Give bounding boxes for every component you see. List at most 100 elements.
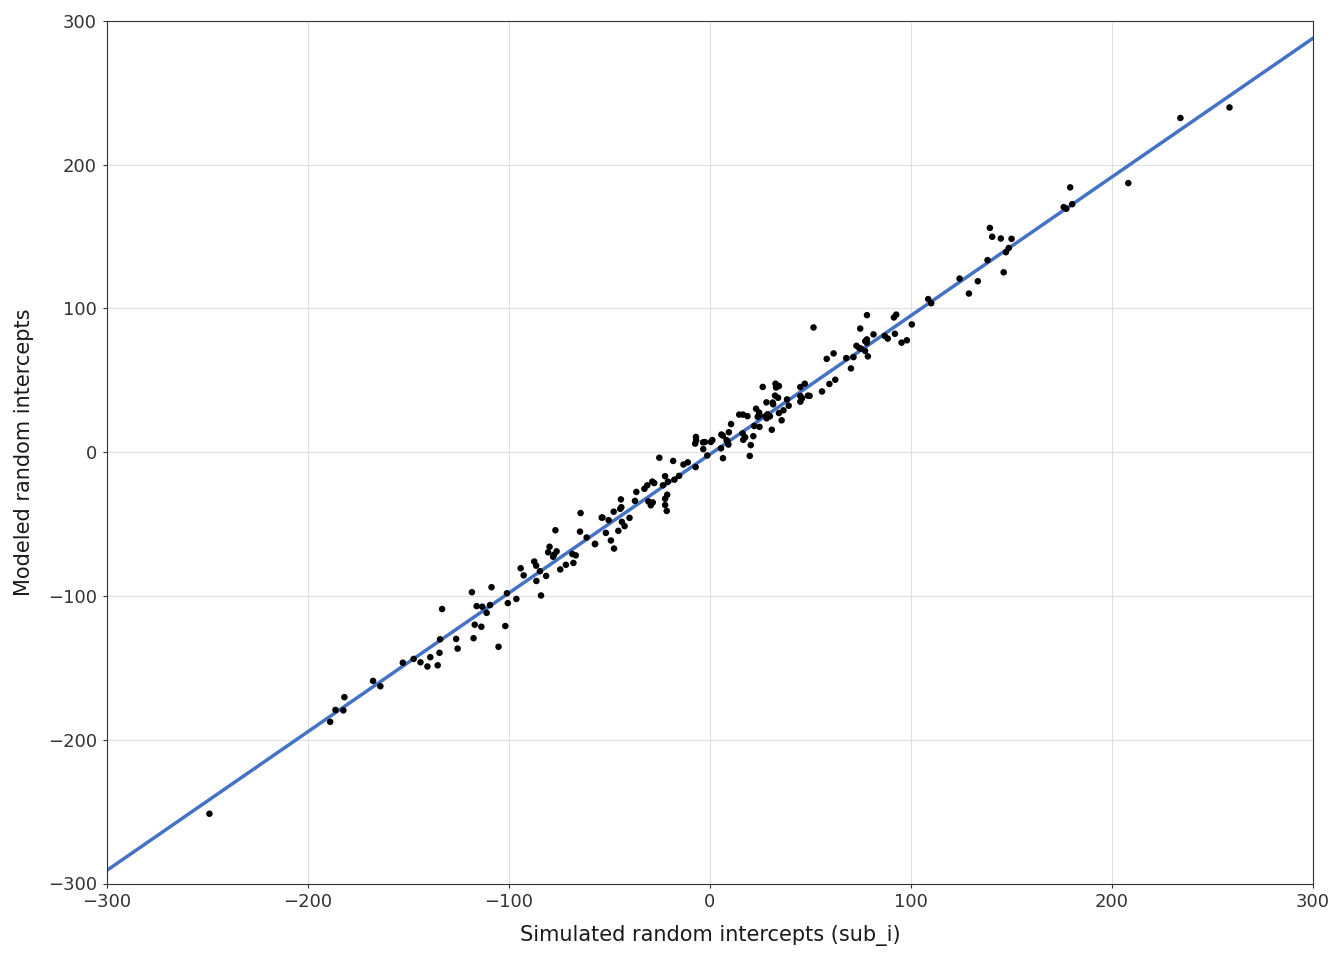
Point xyxy=(466,598,488,613)
Point xyxy=(526,573,547,588)
Point xyxy=(790,389,812,404)
Point xyxy=(995,245,1016,260)
Point xyxy=(958,286,980,301)
Point xyxy=(480,597,501,612)
Point xyxy=(419,650,441,665)
Point xyxy=(199,806,220,822)
Point xyxy=(403,651,425,666)
Point xyxy=(550,562,571,577)
Point xyxy=(824,372,845,388)
Point xyxy=(759,409,781,424)
Point xyxy=(746,401,767,417)
Point xyxy=(857,348,879,364)
Point xyxy=(856,335,878,350)
Point xyxy=(794,376,816,392)
Point xyxy=(649,450,671,466)
Point xyxy=(771,413,793,428)
Point xyxy=(1219,100,1241,115)
Point xyxy=(470,619,492,635)
Point xyxy=(769,405,790,420)
Point xyxy=(612,515,633,530)
Point xyxy=(692,442,714,457)
Point xyxy=(668,468,689,484)
Point xyxy=(949,271,970,286)
Point xyxy=(856,332,878,348)
Point xyxy=(720,417,742,432)
Point xyxy=(601,533,622,548)
Point xyxy=(417,659,438,674)
Point xyxy=(570,524,591,540)
Point xyxy=(694,434,715,449)
Point xyxy=(445,632,466,647)
Point xyxy=(618,510,640,525)
Point xyxy=(765,388,786,403)
Point xyxy=(900,317,922,332)
Point xyxy=(749,405,770,420)
Y-axis label: Modeled random intercepts: Modeled random intercepts xyxy=(13,308,34,596)
Point xyxy=(513,567,535,583)
Point xyxy=(743,419,765,434)
Point xyxy=(685,429,707,444)
Point xyxy=(789,394,810,409)
Point xyxy=(978,220,1000,235)
Point xyxy=(664,472,685,488)
Point xyxy=(429,632,450,647)
Point xyxy=(856,307,878,323)
Point xyxy=(823,346,844,361)
Point xyxy=(849,321,871,336)
Point xyxy=(333,689,355,705)
Point xyxy=(741,438,762,453)
Point xyxy=(591,510,613,525)
Point xyxy=(728,407,750,422)
Point xyxy=(495,618,516,634)
Point xyxy=(739,448,761,464)
Point xyxy=(538,544,559,560)
Point xyxy=(1001,231,1023,247)
Point xyxy=(685,433,707,448)
Point xyxy=(496,586,517,601)
Point xyxy=(855,333,876,348)
Point xyxy=(392,655,414,670)
Point xyxy=(544,522,566,538)
Point xyxy=(461,585,482,600)
Point xyxy=(845,338,867,353)
Point xyxy=(743,428,765,444)
Point xyxy=(1059,180,1081,195)
Point xyxy=(575,530,597,545)
Point xyxy=(446,641,468,657)
Point xyxy=(530,564,551,579)
Point xyxy=(684,436,706,451)
Point xyxy=(1062,197,1083,212)
Point xyxy=(749,420,770,435)
Point xyxy=(802,320,824,335)
Point xyxy=(655,497,676,513)
Point xyxy=(769,378,790,394)
Point xyxy=(843,349,864,365)
Point xyxy=(595,525,617,540)
Point xyxy=(370,679,391,694)
Point xyxy=(642,494,664,510)
Point xyxy=(363,673,384,688)
Point xyxy=(607,523,629,539)
Point xyxy=(431,601,453,616)
Point xyxy=(472,599,493,614)
Point xyxy=(546,543,567,559)
Point xyxy=(886,307,907,323)
Point xyxy=(883,310,905,325)
Point xyxy=(692,435,714,450)
Point xyxy=(655,468,676,484)
Point xyxy=(773,402,794,418)
Point xyxy=(564,547,586,563)
Point xyxy=(999,240,1020,255)
Point xyxy=(777,392,798,407)
Point xyxy=(509,561,531,576)
Point xyxy=(505,591,527,607)
Point xyxy=(603,540,625,556)
Point xyxy=(734,430,755,445)
Point xyxy=(747,409,769,424)
Point xyxy=(918,292,939,307)
Point xyxy=(878,331,899,347)
Point xyxy=(410,655,431,670)
Point xyxy=(711,427,732,443)
Point xyxy=(732,407,754,422)
